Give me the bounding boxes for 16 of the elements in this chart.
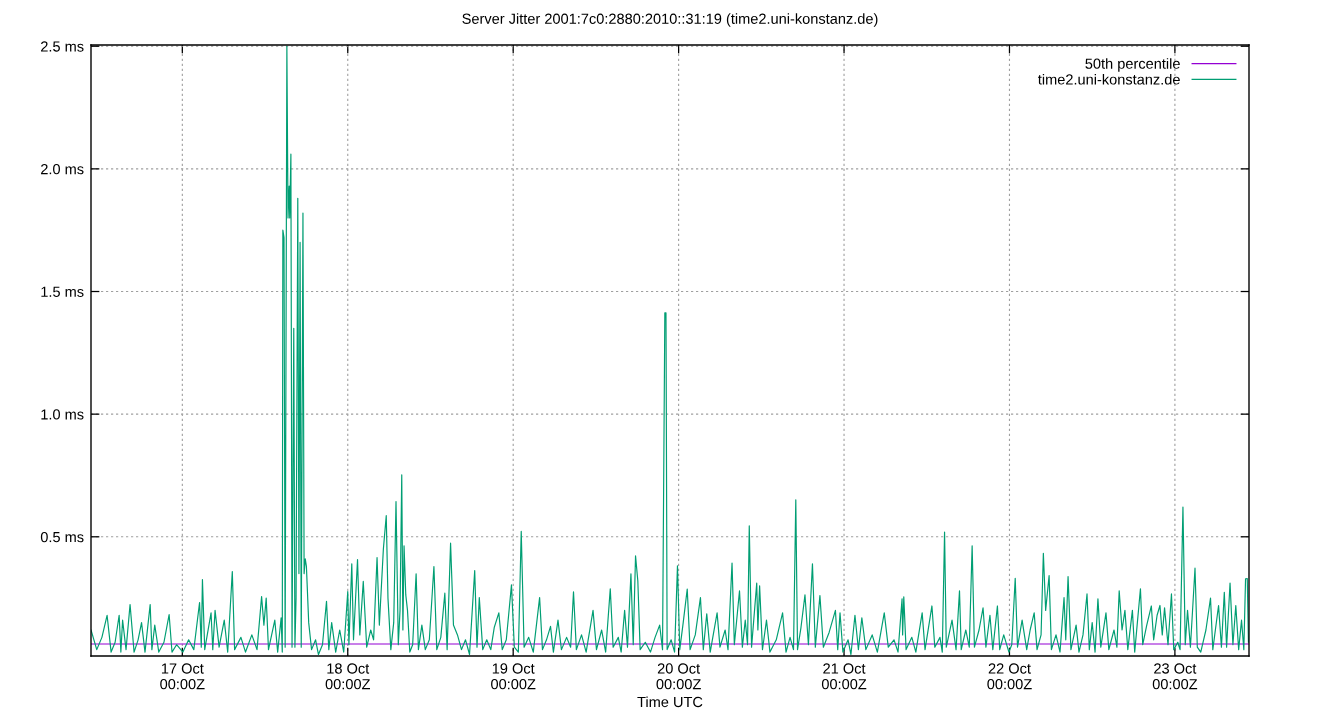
y-tick-label: 1.5 ms [41, 286, 84, 297]
x-tick-label: 19 Oct 00:00Z [491, 663, 536, 690]
y-tick-label: 0.5 ms [40, 531, 84, 543]
x-tick-label: 20 Oct 00:00Z [656, 663, 701, 690]
y-tick-label: 1.0 ms [41, 409, 84, 420]
x-tick-label: 22 Oct 00:00Z [987, 663, 1032, 690]
x-tick-label: 17 Oct 00:00Z [160, 663, 205, 690]
x-tick-label: 21 Oct 00:00Z [821, 663, 867, 690]
y-tick-label: 2.5 ms [41, 41, 84, 52]
y-tick-label: 2.0 ms [41, 163, 84, 175]
x-axis-title: Time UTC [637, 696, 703, 708]
chart-title: Server Jitter 2001:7c0:2880:2010::31:19 (time2.uni-konstanz.de) [462, 13, 878, 27]
x-tick-label: 18 Oct 00:00Z [325, 663, 371, 690]
legend-label: time2.uni-konstanz.de [1038, 73, 1180, 85]
x-tick-label: 23 Oct 00:00Z [1152, 663, 1198, 690]
legend-label: 50th percentile [1085, 58, 1180, 72]
